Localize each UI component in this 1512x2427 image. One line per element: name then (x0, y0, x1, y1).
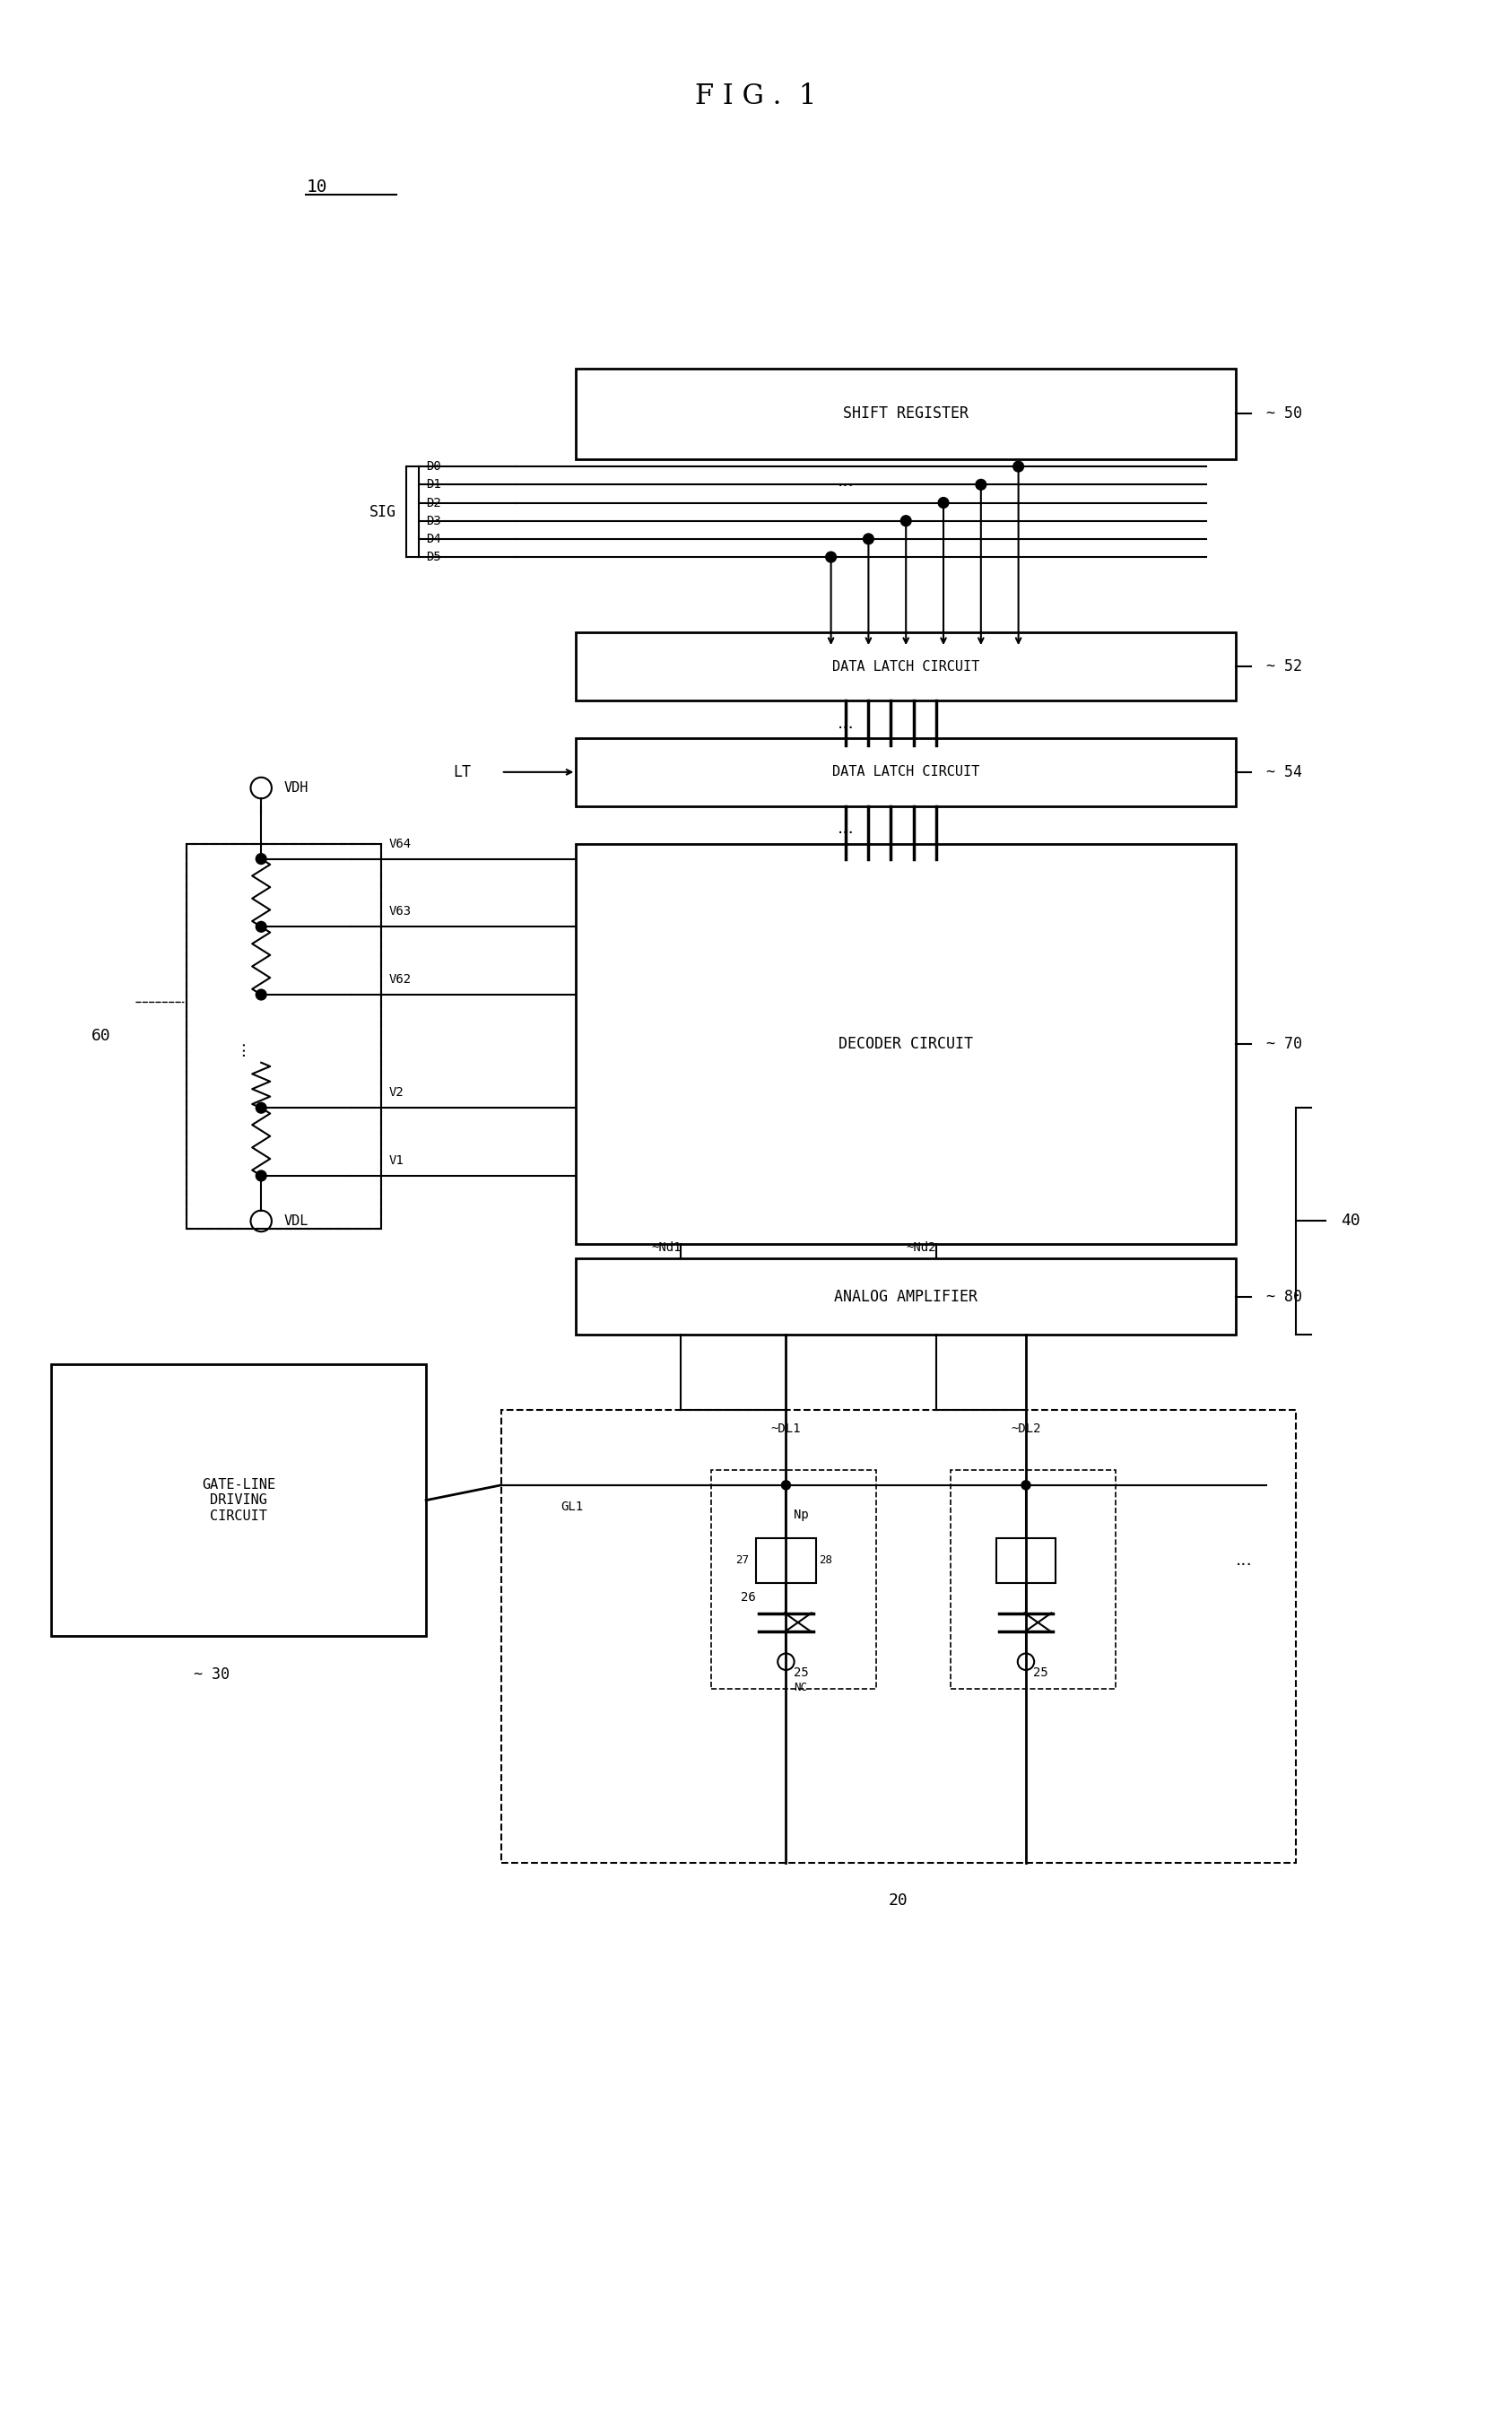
Text: VDH: VDH (284, 781, 308, 794)
Text: ...: ... (838, 473, 854, 490)
FancyBboxPatch shape (576, 633, 1235, 701)
Text: 10: 10 (305, 180, 327, 197)
FancyBboxPatch shape (576, 845, 1235, 1243)
Text: 25: 25 (1033, 1667, 1048, 1679)
Text: LT: LT (454, 765, 472, 779)
Circle shape (782, 1480, 791, 1490)
Circle shape (937, 498, 948, 507)
Text: ~DL2: ~DL2 (1012, 1422, 1040, 1434)
FancyBboxPatch shape (996, 1539, 1055, 1582)
Text: D4: D4 (426, 532, 442, 546)
Text: DATA LATCH CIRCUIT: DATA LATCH CIRCUIT (832, 660, 980, 672)
Text: F I G .  1: F I G . 1 (696, 83, 816, 112)
Text: DECODER CIRCUIT: DECODER CIRCUIT (839, 1036, 974, 1051)
Text: ANALOG AMPLIFIER: ANALOG AMPLIFIER (835, 1289, 978, 1306)
FancyBboxPatch shape (576, 1260, 1235, 1335)
Circle shape (975, 478, 986, 490)
FancyBboxPatch shape (51, 1364, 426, 1636)
Text: V1: V1 (389, 1155, 404, 1167)
Text: ~ 30: ~ 30 (194, 1667, 230, 1682)
Text: ~Nd1: ~Nd1 (652, 1243, 680, 1255)
Text: ~ 54: ~ 54 (1266, 765, 1302, 779)
Text: ~ 70: ~ 70 (1266, 1036, 1302, 1051)
Text: ...: ... (230, 1039, 246, 1056)
Circle shape (863, 534, 874, 544)
Text: SHIFT REGISTER: SHIFT REGISTER (844, 405, 969, 422)
Text: V64: V64 (389, 837, 411, 849)
Circle shape (256, 922, 266, 932)
Text: ~DL1: ~DL1 (771, 1422, 801, 1434)
Circle shape (826, 551, 836, 563)
Text: D3: D3 (426, 515, 442, 527)
Text: NC: NC (794, 1682, 807, 1694)
FancyBboxPatch shape (186, 845, 381, 1228)
FancyBboxPatch shape (576, 738, 1235, 806)
Text: ...: ... (838, 714, 854, 731)
Text: 20: 20 (889, 1893, 909, 1908)
FancyBboxPatch shape (576, 369, 1235, 459)
Text: SIG: SIG (369, 505, 396, 519)
Text: D2: D2 (426, 498, 442, 510)
Text: 28: 28 (820, 1556, 833, 1565)
Circle shape (1013, 461, 1024, 471)
Text: ~ 52: ~ 52 (1266, 658, 1302, 675)
Circle shape (1022, 1480, 1030, 1490)
Text: VDL: VDL (284, 1214, 308, 1228)
Text: 40: 40 (1341, 1214, 1361, 1228)
Text: 60: 60 (92, 1029, 112, 1044)
Text: Np: Np (794, 1510, 809, 1522)
Text: V62: V62 (389, 973, 411, 985)
Text: D0: D0 (426, 461, 442, 473)
Text: ~ 50: ~ 50 (1266, 405, 1302, 422)
Text: D5: D5 (426, 551, 442, 563)
Text: ...: ... (1235, 1553, 1252, 1570)
Text: ~Nd2: ~Nd2 (906, 1243, 936, 1255)
Text: GL1: GL1 (561, 1500, 584, 1512)
Text: V2: V2 (389, 1087, 404, 1099)
Text: 25: 25 (794, 1667, 809, 1679)
Circle shape (256, 990, 266, 1000)
Circle shape (256, 1102, 266, 1114)
Text: D1: D1 (426, 478, 442, 490)
Circle shape (256, 854, 266, 864)
Circle shape (256, 1170, 266, 1182)
Text: ~ 80: ~ 80 (1266, 1289, 1302, 1306)
Text: ...: ... (838, 820, 854, 837)
Text: DATA LATCH CIRCUIT: DATA LATCH CIRCUIT (832, 765, 980, 779)
Circle shape (901, 515, 912, 527)
Text: 26: 26 (741, 1590, 756, 1604)
FancyBboxPatch shape (756, 1539, 816, 1582)
Text: 27: 27 (735, 1556, 748, 1565)
Text: GATE-LINE
DRIVING
CIRCUIT: GATE-LINE DRIVING CIRCUIT (201, 1478, 275, 1522)
Text: V63: V63 (389, 905, 411, 917)
